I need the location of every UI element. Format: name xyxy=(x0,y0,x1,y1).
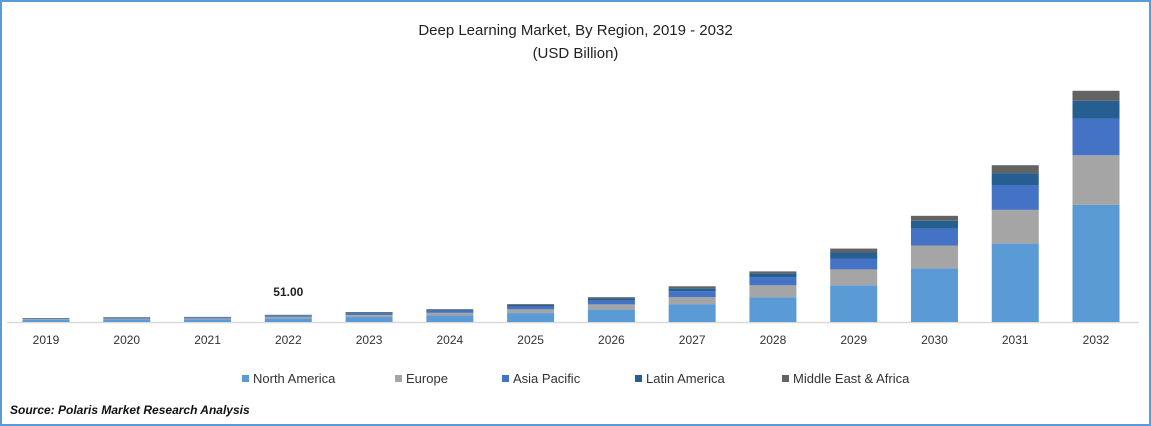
bar-segment-2031-asia-pacific xyxy=(991,185,1039,210)
bar-segment-2028-asia-pacific xyxy=(749,277,797,286)
legend-label: North America xyxy=(253,371,336,386)
x-tick-label: 2032 xyxy=(1083,333,1110,347)
bar-segment-2032-europe xyxy=(1072,155,1120,205)
legend-swatch xyxy=(242,375,249,382)
bar-segment-2022-europe xyxy=(264,316,312,319)
bar-segment-2022-asia-pacific xyxy=(264,315,312,317)
bar-segment-2026-north-america xyxy=(587,309,635,322)
bar-segment-2030-latin-america xyxy=(910,220,958,229)
x-tick-label: 2019 xyxy=(33,333,60,347)
bar-segment-2029-middle-east-africa xyxy=(830,248,878,253)
bar-segment-2031-middle-east-africa xyxy=(991,165,1039,174)
bar-segment-2025-europe xyxy=(507,309,555,314)
legend-label: Latin America xyxy=(646,371,725,386)
bar-segment-2021-asia-pacific xyxy=(184,317,232,319)
bar-segment-2029-north-america xyxy=(830,285,878,322)
bar-segment-2023-latin-america xyxy=(345,312,393,314)
bar-segment-2027-asia-pacific xyxy=(668,291,716,298)
x-tick-label: 2025 xyxy=(517,333,544,347)
bar-segment-2025-latin-america xyxy=(507,305,555,307)
bar-segment-2026-asia-pacific xyxy=(587,300,635,305)
x-tick-label: 2023 xyxy=(356,333,383,347)
x-tick-label: 2021 xyxy=(194,333,221,347)
x-tick-label: 2030 xyxy=(921,333,948,347)
bar-segment-2028-middle-east-africa xyxy=(749,271,797,274)
bar-segment-2024-middle-east-africa xyxy=(426,309,474,310)
bar-segment-2028-latin-america xyxy=(749,273,797,278)
legend-item: Asia Pacific xyxy=(502,371,580,386)
legend-swatch xyxy=(782,375,789,382)
bar-segment-2027-latin-america xyxy=(668,288,716,292)
bar-segment-2028-europe xyxy=(749,285,797,298)
bar-segment-2029-latin-america xyxy=(830,252,878,259)
x-tick-label: 2020 xyxy=(113,333,140,347)
bar-segment-2024-asia-pacific xyxy=(426,310,474,313)
bar-segment-2026-europe xyxy=(587,304,635,310)
bar-segment-2030-asia-pacific xyxy=(910,228,958,246)
bar-segment-2029-asia-pacific xyxy=(830,258,878,270)
bar-segment-2029-europe xyxy=(830,269,878,286)
bar-segment-2021-europe xyxy=(184,318,232,320)
bar-segment-2031-north-america xyxy=(991,243,1039,322)
legend-item: Middle East & Africa xyxy=(782,371,909,386)
bar-segment-2027-europe xyxy=(668,297,716,305)
bar-segment-2023-asia-pacific xyxy=(345,313,393,315)
bar-segment-2032-latin-america xyxy=(1072,100,1120,119)
bar-segment-2019-europe xyxy=(22,319,70,321)
bar-segment-2025-north-america xyxy=(507,313,555,322)
legend-swatch xyxy=(395,375,402,382)
bar-segment-2025-middle-east-africa xyxy=(507,304,555,306)
legend-label: Europe xyxy=(406,371,448,386)
legend-item: Latin America xyxy=(635,371,725,386)
bar-segment-2023-north-america xyxy=(345,317,393,322)
legend-item: North America xyxy=(242,371,335,386)
bar-segment-2022-latin-america xyxy=(264,315,312,316)
bar-segment-2027-middle-east-africa xyxy=(668,286,716,289)
bar-chart: 2019 2020 2021 2022 51.00 2023 2024 2025 2026 202… xyxy=(7,90,1139,347)
bar-segment-2030-middle-east-africa xyxy=(910,215,958,221)
bar-segment-2026-latin-america xyxy=(587,298,635,301)
bar-segment-2024-north-america xyxy=(426,315,474,322)
x-tick-label: 2029 xyxy=(840,333,867,347)
x-tick-label: 2031 xyxy=(1002,333,1029,347)
legend-label: Asia Pacific xyxy=(513,371,581,386)
chart-subtitle: (USD Billion) xyxy=(532,45,619,62)
x-tick-label: 2026 xyxy=(598,333,625,347)
bar-segment-2030-europe xyxy=(910,245,958,269)
bar-segment-2027-north-america xyxy=(668,304,716,322)
bar-segment-2024-europe xyxy=(426,312,474,316)
bar-segment-2024-latin-america xyxy=(426,309,474,311)
bar-segment-2020-north-america xyxy=(103,319,151,322)
bar-segment-2020-asia-pacific xyxy=(103,317,151,319)
bar-segment-2025-asia-pacific xyxy=(507,306,555,310)
bar-segment-2020-europe xyxy=(103,318,151,320)
bar-segment-2032-asia-pacific xyxy=(1072,118,1120,156)
legend-label: Middle East & Africa xyxy=(793,371,910,386)
legend-swatch xyxy=(502,375,509,382)
bar-segment-2023-europe xyxy=(345,314,393,318)
data-label: 51.00 xyxy=(273,285,303,299)
bar-segment-2022-north-america xyxy=(264,318,312,322)
x-tick-label: 2022 xyxy=(275,333,302,347)
legend-swatch xyxy=(635,375,642,382)
bar-segment-2026-middle-east-africa xyxy=(587,297,635,299)
bar-segment-2031-europe xyxy=(991,209,1039,244)
x-tick-label: 2027 xyxy=(679,333,706,347)
bar-segment-2019-north-america xyxy=(22,320,70,322)
source-note: Source: Polaris Market Research Analysis xyxy=(10,403,250,417)
bar-segment-2030-north-america xyxy=(910,268,958,322)
bar-segment-2028-north-america xyxy=(749,297,797,322)
bar-segment-2019-asia-pacific xyxy=(22,318,70,320)
bar-segment-2031-latin-america xyxy=(991,173,1039,186)
chart-title: Deep Learning Market, By Region, 2019 - … xyxy=(418,22,733,39)
bar-segment-2032-north-america xyxy=(1072,204,1120,322)
bar-segment-2032-middle-east-africa xyxy=(1072,90,1120,101)
x-tick-label: 2024 xyxy=(436,333,463,347)
bar-segment-2021-north-america xyxy=(184,319,232,322)
x-tick-label: 2028 xyxy=(760,333,787,347)
legend-item: Europe xyxy=(395,371,448,386)
